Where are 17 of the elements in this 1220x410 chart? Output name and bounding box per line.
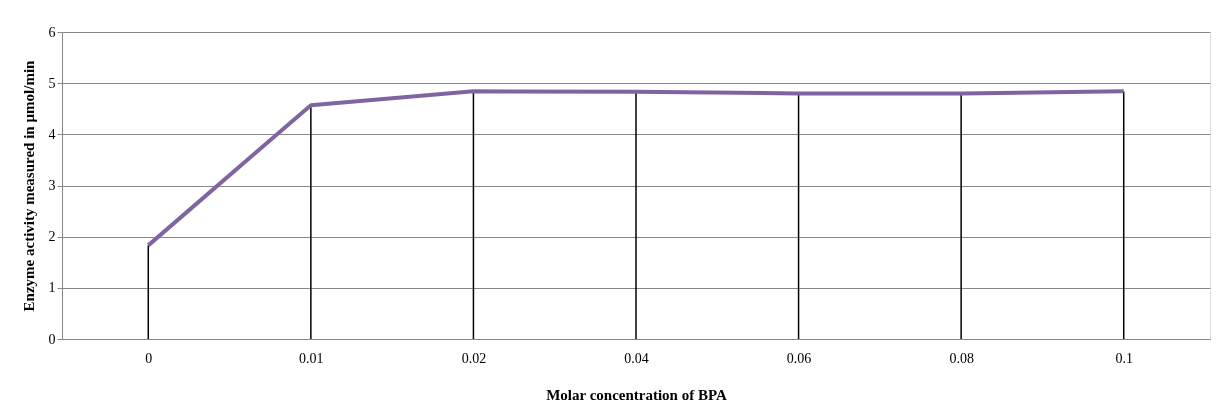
y-tick-label: 6 [48, 24, 56, 40]
line-series [146, 89, 1126, 248]
x-tick-label: 0.02 [461, 350, 487, 366]
y-tick-label: 1 [48, 280, 56, 296]
y-tick-label: 2 [48, 229, 56, 245]
x-tick-label: 0.08 [949, 350, 974, 366]
x-tick-label: 0.1 [1115, 350, 1133, 366]
x-tick-label: 0.01 [299, 350, 324, 366]
y-axis-title: Enzyme activity measured in µmol/min [20, 59, 37, 312]
y-tick-label: 5 [48, 75, 56, 91]
x-axis-title: Molar concentration of BPA [546, 386, 727, 403]
x-tick-label: 0.06 [786, 350, 812, 366]
x-tick-label: 0.04 [624, 350, 649, 366]
y-tick-label: 4 [48, 126, 56, 142]
x-tick-label: 0 [145, 350, 153, 366]
y-tick-label: 3 [48, 178, 56, 193]
y-tick-label: 0 [48, 331, 56, 347]
